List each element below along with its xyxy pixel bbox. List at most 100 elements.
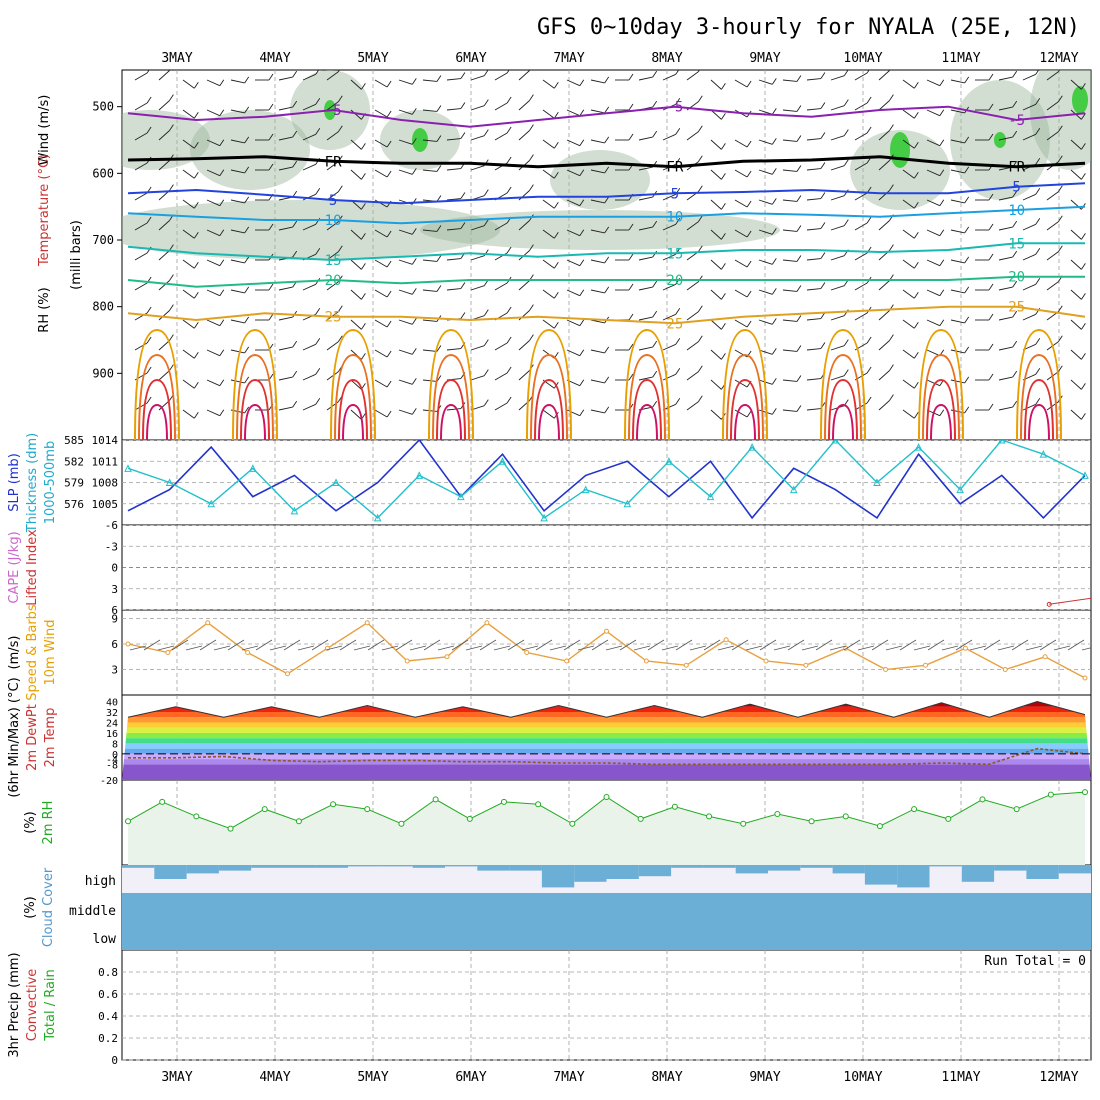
wind-barb-flag [843, 70, 849, 76]
wind-barb-flag [1035, 98, 1041, 105]
thickness-marker [748, 442, 756, 451]
wind-barb [734, 259, 748, 268]
wind-barb-flag [939, 409, 945, 416]
wind-barb [158, 250, 170, 261]
wind-barb-flag [697, 365, 703, 373]
wind-barb-flag [460, 312, 466, 319]
wind-barb [326, 71, 339, 81]
date-label-bottom: 12MAY [1039, 1070, 1078, 1085]
wind-barb-flag [553, 261, 559, 269]
wind-tick-label: 6 [111, 638, 118, 651]
panel-axis-label: 3hr Precip (mm) [7, 952, 22, 1057]
wind-barb [134, 192, 148, 201]
temperature-band [122, 748, 1091, 754]
wind-barb-flag [796, 375, 802, 382]
date-label-top: 3MAY [161, 51, 192, 66]
wind-barb [710, 289, 722, 300]
wind-barb [470, 225, 485, 231]
wind-barb [494, 222, 508, 231]
temperature-band [122, 712, 1091, 718]
temperature-loop [730, 378, 760, 440]
wind-barb [902, 259, 915, 269]
wind-barb-flag [628, 133, 634, 141]
wind-barb-flag [169, 124, 174, 131]
wind-barb [230, 139, 245, 144]
surface-wind-barb [213, 645, 231, 651]
wind-barb [590, 349, 605, 354]
wind-barb [734, 79, 748, 88]
wind-barb-flag [1035, 158, 1041, 165]
wind-barb-flag [579, 229, 585, 236]
wind-barb [398, 259, 413, 265]
wind-barb-flag [746, 290, 752, 298]
wind-barb [950, 349, 965, 354]
wind-barb-flag [506, 70, 510, 74]
wind-barb-flag [386, 290, 392, 298]
wind-barb-flag [988, 223, 994, 231]
wind-barb-flag [219, 199, 225, 206]
wind-barb [518, 100, 530, 111]
temperature-loop [628, 353, 666, 440]
wind-barb [590, 229, 605, 234]
wind-barb-flag [292, 250, 298, 258]
wind-barb-flag [411, 408, 417, 415]
wind-barb [950, 379, 965, 384]
temperature-loop [832, 403, 854, 440]
wind-barb-flag [411, 378, 417, 385]
temperature-line [127, 700, 1086, 718]
wind-barb [926, 289, 940, 297]
wind-barb-flag [315, 248, 321, 255]
wind-barb [950, 319, 965, 324]
wind-speed-marker [524, 650, 530, 655]
wind-barb-flag [628, 283, 634, 291]
pressure-tick-label: 900 [92, 366, 114, 380]
rh-marker [125, 818, 131, 825]
wind-barb-flag [604, 286, 610, 294]
surface-wind-barb [773, 645, 791, 651]
wind-barb [182, 199, 195, 209]
wind-barb [422, 139, 437, 142]
wind-barb [878, 400, 890, 411]
wind-speed-marker [923, 662, 928, 668]
wind-barb [758, 289, 773, 295]
thickness-marker [373, 513, 382, 522]
rh-marker [330, 801, 337, 808]
surface-wind-barb [661, 645, 679, 651]
wind-barb [854, 282, 868, 291]
wind-barb [806, 348, 821, 351]
isotherm-line [127, 275, 1085, 288]
wind-barb-flag [315, 398, 321, 405]
wind-barb [902, 289, 915, 299]
high-cloud-bar [122, 865, 155, 868]
wind-barb [1070, 349, 1082, 360]
rh-shading [850, 130, 950, 210]
wind-barb-flag [939, 139, 945, 146]
wind-barb-flag [913, 381, 919, 389]
wind-barb-flag [843, 159, 849, 166]
pressure-tick-label: 500 [92, 100, 114, 114]
rh-marker [808, 818, 815, 825]
wind-barb [782, 109, 797, 112]
wind-barb-flag [219, 319, 225, 326]
wind-barb-flag [436, 255, 442, 262]
wind-barb-flag [889, 364, 894, 371]
wind-barb [230, 109, 245, 114]
wind-barb [278, 136, 293, 141]
wind-barb-flag [628, 313, 634, 321]
wind-barb-flag [386, 380, 392, 388]
wind-barb [1070, 259, 1082, 270]
wind-barb [950, 199, 965, 204]
wind-barb [734, 379, 748, 388]
wind-barb [926, 199, 940, 207]
wind-barb-flag [675, 70, 680, 75]
wind-barb-flag [913, 351, 919, 359]
wind-barb [830, 345, 845, 351]
wind-barb [686, 131, 699, 141]
temperature-band [122, 695, 1091, 702]
wind-barb-flag [866, 336, 872, 344]
wind-barb-flag [604, 226, 610, 234]
thickness-marker [124, 464, 132, 472]
wind-barb [542, 229, 555, 239]
wind-barb [398, 379, 413, 385]
wind-barb-flag [146, 366, 152, 374]
